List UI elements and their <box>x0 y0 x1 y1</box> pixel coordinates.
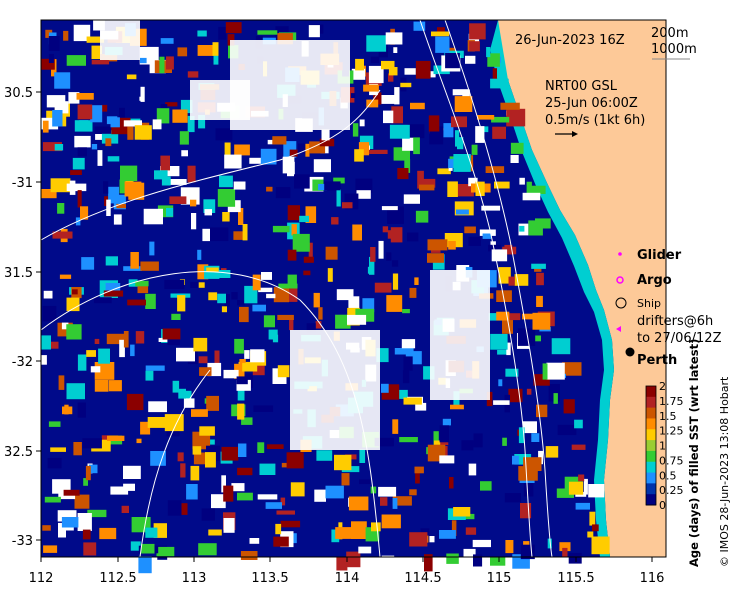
current-arrow-head <box>572 131 578 137</box>
depth-legend-200m: 200m <box>651 26 688 41</box>
y-tick-label: 32.5 <box>4 445 33 460</box>
colorbar: 2 1.75 1.5 1.25 10.75 0.5 0.25 0 <box>645 380 684 512</box>
land-area <box>498 20 666 557</box>
ship-marker-icon <box>615 297 627 309</box>
x-axis: 112 112.5 113 113.5 114 114.5 115 115.5 116 <box>29 557 665 586</box>
colorbar-tick-label: 0.5 <box>659 469 677 482</box>
colorbar-title: Age (days) of filled SST (wrt latest) <box>687 339 701 567</box>
colorbar-segment <box>646 494 656 506</box>
colorbar-tick-label: 1 <box>659 440 666 453</box>
glider-marker-icon <box>618 252 622 256</box>
colorbar-segment <box>646 461 656 474</box>
colorbar-tick-label: 1.25 <box>659 425 684 438</box>
colorbar-segment <box>646 450 656 463</box>
coastal-band <box>490 20 614 557</box>
colorbar-segment <box>646 396 656 409</box>
y-tick-label: -32 <box>12 355 33 370</box>
x-tick-label: 112 <box>29 571 54 586</box>
colorbar-segment <box>646 440 656 452</box>
y-tick-label: 31.5 <box>4 266 33 281</box>
colorbar-frame <box>645 385 657 506</box>
bathymetry-contours <box>40 19 553 558</box>
map-title: 26-Jun-2023 16Z <box>515 33 625 48</box>
legend-drifters-period: to 27/06/12Z <box>637 331 722 346</box>
legend-glider: Glider <box>637 248 682 263</box>
current-scale: 0.5m/s (1kt 6h) <box>545 113 645 128</box>
colorbar-segment <box>646 429 656 441</box>
x-tick-label: 116 <box>640 571 665 586</box>
x-tick-label: 114 <box>335 571 360 586</box>
x-tick-label: 113.5 <box>251 571 288 586</box>
colorbar-segment <box>646 407 656 419</box>
perth-marker-icon <box>625 347 635 357</box>
colorbar-tick-label: 1.5 <box>659 410 677 423</box>
plot-frame <box>40 19 667 558</box>
depth-legend-1000m: 1000m <box>651 42 697 57</box>
argo-marker-icon <box>616 276 624 284</box>
colorbar-tick-label: 0 <box>659 499 666 512</box>
current-source: NRT00 GSL <box>545 79 618 94</box>
colorbar-segment <box>646 418 656 430</box>
colorbar-tick-label: 2 <box>659 380 666 393</box>
y-axis: 30.5 -31 31.5 -32 32.5 -33 <box>4 86 41 549</box>
colorbar-tick-label: 1.75 <box>659 395 684 408</box>
colorbar-segment <box>646 483 656 495</box>
sst-patches <box>41 20 610 574</box>
x-tick-label: 114.5 <box>404 571 441 586</box>
colorbar-tick-label: 0.75 <box>659 454 684 467</box>
legend-drifters: drifters@6h <box>637 314 713 329</box>
legend-argo: Argo <box>637 273 672 288</box>
y-tick-label: -33 <box>12 534 33 549</box>
y-tick-label: -31 <box>12 176 33 191</box>
x-tick-label: 112.5 <box>99 571 136 586</box>
colorbar-segment <box>646 472 656 484</box>
x-tick-label: 115 <box>487 571 512 586</box>
y-tick-label: 30.5 <box>4 86 33 101</box>
city-label-perth: Perth <box>637 353 677 368</box>
current-time: 25-Jun 06:00Z <box>545 96 638 111</box>
drifter-marker-icon <box>616 326 621 332</box>
legend-ship: Ship <box>637 297 661 310</box>
x-tick-label: 113 <box>182 571 207 586</box>
colorbar-segment <box>646 386 656 398</box>
x-tick-label: 115.5 <box>557 571 594 586</box>
copyright-credit: © IMOS 28-Jun-2023 13:08 Hobart <box>718 376 731 567</box>
colorbar-tick-label: 0.25 <box>659 484 684 497</box>
